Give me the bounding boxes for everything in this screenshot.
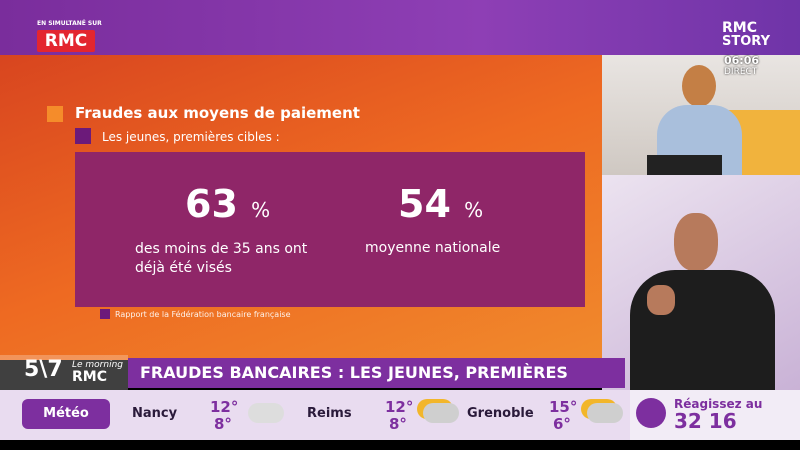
stat-value: 54 % <box>398 182 483 226</box>
stat-value: 63 % <box>185 182 270 226</box>
temp-max: 12° <box>210 398 239 416</box>
temp-min: 8° <box>389 415 407 433</box>
subtitle-square <box>75 128 91 144</box>
phone-icon <box>636 398 666 428</box>
clock: 06:06 <box>724 54 760 67</box>
signer-video <box>602 175 800 392</box>
stat-caption: des moins de 35 ans ont déjà été visés <box>135 241 308 276</box>
live-label: DIRECT <box>724 67 758 77</box>
story-logo-top: RMC <box>722 20 757 36</box>
show-logo-small: Le morning <box>72 360 124 370</box>
temp-max: 12° <box>385 398 414 416</box>
headline: FRAUDES BANCAIRES : LES JEUNES, PREMIÈRE… <box>128 358 625 412</box>
stat-caption: moyenne nationale <box>365 240 501 256</box>
simulcast-label: EN SIMULTANÉ SUR <box>37 20 102 27</box>
stat-number: 63 <box>185 182 238 226</box>
weather-icon <box>423 403 459 423</box>
studio-video <box>602 55 800 175</box>
call-number: 32 16 <box>674 409 737 433</box>
stat-unit: % <box>251 198 271 222</box>
signer-head <box>674 213 718 271</box>
temp-min: 6° <box>553 415 571 433</box>
city-name: Grenoble <box>467 406 534 421</box>
top-bar <box>0 0 800 55</box>
weather-icon <box>248 403 284 423</box>
rmc-logo: RMC <box>37 30 95 52</box>
stat-unit: % <box>464 198 484 222</box>
desk <box>647 155 722 175</box>
stat-number: 54 <box>398 182 451 226</box>
city-name: Reims <box>307 406 352 421</box>
show-logo: 5\7 <box>24 357 63 382</box>
info-subtitle: Les jeunes, premières cibles : <box>102 130 280 144</box>
stats-panel <box>75 152 585 307</box>
temp-max: 15° <box>549 398 578 416</box>
story-logo-bottom: STORY <box>722 34 770 49</box>
signer-hand <box>647 285 675 315</box>
title-square <box>47 106 63 122</box>
weather-icon <box>587 403 623 423</box>
info-title: Fraudes aux moyens de paiement <box>75 104 360 122</box>
source-square <box>100 309 110 319</box>
weather-label: Météo <box>22 399 110 429</box>
source: Rapport de la Fédération bancaire frança… <box>115 310 291 319</box>
call-text: Réagissez au <box>674 397 763 411</box>
show-logo-bg <box>0 355 128 390</box>
city-name: Nancy <box>132 406 178 421</box>
temp-min: 8° <box>214 415 232 433</box>
show-logo-brand: RMC <box>72 369 107 385</box>
presenter-head <box>682 65 716 107</box>
